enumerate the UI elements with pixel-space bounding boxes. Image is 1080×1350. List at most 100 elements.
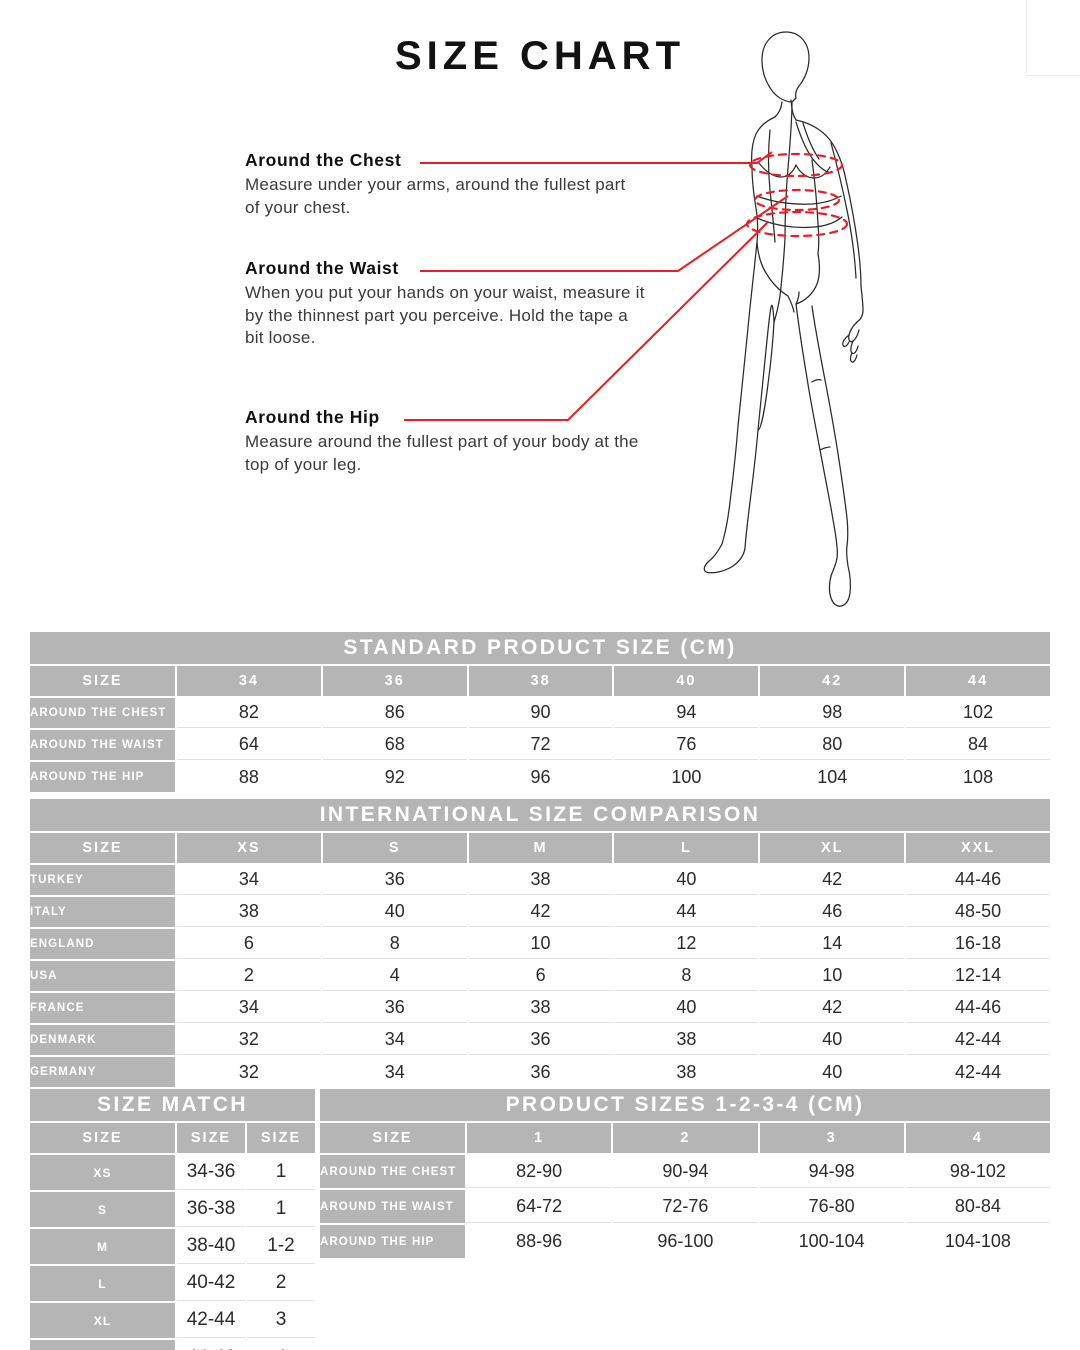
table-row: AROUND THE HIP 88 92 96 100 104 108 [30, 762, 1050, 792]
annotation-waist-body: When you put your hands on your waist, m… [245, 283, 645, 348]
product-hip-3: 100-104 [759, 1225, 904, 1258]
table-title-row: SIZE MATCH [30, 1089, 316, 1121]
size-match-col-2: SIZE [247, 1123, 316, 1153]
page-title: SIZE CHART [395, 34, 685, 78]
standard-row-label-hip: AROUND THE HIP [30, 762, 175, 792]
product-hip-1: 88-96 [467, 1225, 612, 1258]
product-waist-2: 72-76 [613, 1190, 758, 1223]
table-row: DENMARK 32 34 36 38 40 42-44 [30, 1025, 1050, 1055]
intl-col-l: L [614, 833, 759, 863]
size-match-s-range: 36-38 [177, 1192, 245, 1227]
table-row: ITALY 38 40 42 44 46 48-50 [30, 897, 1050, 927]
intl-england-xxl: 16-18 [906, 929, 1050, 959]
standard-hip-40: 100 [614, 762, 759, 792]
table-row: S 36-38 1 [30, 1192, 316, 1227]
intl-turkey-xl: 42 [760, 865, 905, 895]
product-waist-3: 76-80 [759, 1190, 904, 1223]
standard-waist-36: 68 [322, 730, 467, 760]
intl-germany-xxl: 42-44 [906, 1057, 1050, 1087]
intl-usa-l: 8 [614, 961, 759, 991]
product-corner-label: SIZE [320, 1123, 465, 1153]
table-title-row: STANDARD PRODUCT SIZE (CM) [30, 632, 1050, 664]
product-waist-4: 80-84 [905, 1190, 1050, 1223]
size-match-label-xs: XS [30, 1155, 175, 1190]
intl-germany-l: 38 [614, 1057, 759, 1087]
standard-row-label-waist: AROUND THE WAIST [30, 730, 175, 760]
product-hip-4: 104-108 [905, 1225, 1050, 1258]
table-row: AROUND THE CHEST 82 86 90 94 98 102 [30, 698, 1050, 728]
product-row-label-hip: AROUND THE HIP [320, 1225, 465, 1258]
intl-usa-xl: 10 [760, 961, 905, 991]
intl-italy-l: 44 [614, 897, 759, 927]
size-match-m-number: 1-2 [247, 1229, 316, 1264]
intl-denmark-l: 38 [614, 1025, 759, 1055]
intl-italy-xxl: 48-50 [906, 897, 1050, 927]
intl-row-label-denmark: DENMARK [30, 1025, 175, 1055]
intl-denmark-s: 34 [322, 1025, 467, 1055]
chest-measure-ring [748, 152, 844, 178]
product-sizes-title: PRODUCT SIZES 1-2-3-4 (CM) [320, 1089, 1050, 1121]
standard-waist-34: 64 [177, 730, 321, 760]
size-match-l-number: 2 [247, 1266, 316, 1301]
product-chest-2: 90-94 [613, 1155, 758, 1188]
intl-france-xxl: 44-46 [906, 993, 1050, 1023]
size-match-label-m: M [30, 1229, 175, 1264]
size-match-xxl-number: 4 [247, 1340, 316, 1350]
intl-col-xs: XS [177, 833, 321, 863]
table-row: XXL 44-46 4 [30, 1340, 316, 1350]
intl-usa-xs: 2 [177, 961, 321, 991]
international-size-comparison-table: INTERNATIONAL SIZE COMPARISON SIZE XS S … [28, 797, 1052, 1089]
intl-row-label-england: ENGLAND [30, 929, 175, 959]
standard-corner-label: SIZE [30, 666, 175, 696]
intl-row-label-italy: ITALY [30, 897, 175, 927]
annotation-chest: Around the Chest Measure under your arms… [245, 150, 645, 219]
standard-col-38: 38 [468, 666, 613, 696]
intl-turkey-s: 36 [322, 865, 467, 895]
standard-waist-40: 76 [614, 730, 759, 760]
intl-col-xxl: XXL [906, 833, 1050, 863]
standard-col-40: 40 [614, 666, 759, 696]
table-row: XL 42-44 3 [30, 1303, 316, 1338]
table-header-row: SIZE 34 36 38 40 42 44 [30, 666, 1050, 696]
intl-usa-xxl: 12-14 [906, 961, 1050, 991]
intl-france-xs: 34 [177, 993, 321, 1023]
corner-artifact [1026, 0, 1080, 76]
standard-chest-36: 86 [322, 698, 467, 728]
intl-usa-m: 6 [468, 961, 613, 991]
annotation-waist-heading: Around the Waist [245, 258, 399, 278]
standard-col-44: 44 [906, 666, 1050, 696]
intl-turkey-xs: 34 [177, 865, 321, 895]
size-match-label-s: S [30, 1192, 175, 1227]
product-row-label-chest: AROUND THE CHEST [320, 1155, 465, 1188]
size-match-title: SIZE MATCH [30, 1089, 316, 1121]
intl-italy-xs: 38 [177, 897, 321, 927]
size-match-s-number: 1 [247, 1192, 316, 1227]
annotation-chest-body: Measure under your arms, around the full… [245, 175, 626, 217]
product-col-1: 1 [467, 1123, 612, 1153]
standard-chest-34: 82 [177, 698, 321, 728]
intl-england-xs: 6 [177, 929, 321, 959]
size-match-table: SIZE MATCH SIZE SIZE SIZE XS 34-36 1 S 3… [28, 1087, 317, 1350]
standard-chest-44: 102 [906, 698, 1050, 728]
size-match-xl-range: 42-44 [177, 1303, 245, 1338]
table-row: AROUND THE CHEST 82-90 90-94 94-98 98-10… [320, 1155, 1050, 1188]
standard-col-34: 34 [177, 666, 321, 696]
intl-row-label-turkey: TURKEY [30, 865, 175, 895]
intl-denmark-xl: 40 [760, 1025, 905, 1055]
intl-row-label-france: FRANCE [30, 993, 175, 1023]
intl-italy-s: 40 [322, 897, 467, 927]
standard-col-36: 36 [322, 666, 467, 696]
intl-england-m: 10 [468, 929, 613, 959]
product-waist-1: 64-72 [467, 1190, 612, 1223]
table-row: GERMANY 32 34 36 38 40 42-44 [30, 1057, 1050, 1087]
intl-col-xl: XL [760, 833, 905, 863]
size-match-xs-number: 1 [247, 1155, 316, 1190]
intl-germany-m: 36 [468, 1057, 613, 1087]
standard-hip-38: 96 [468, 762, 613, 792]
product-col-3: 3 [759, 1123, 904, 1153]
standard-chest-42: 98 [760, 698, 905, 728]
standard-table-title: STANDARD PRODUCT SIZE (CM) [30, 632, 1050, 664]
table-row: FRANCE 34 36 38 40 42 44-46 [30, 993, 1050, 1023]
annotation-hip-heading: Around the Hip [245, 407, 380, 427]
